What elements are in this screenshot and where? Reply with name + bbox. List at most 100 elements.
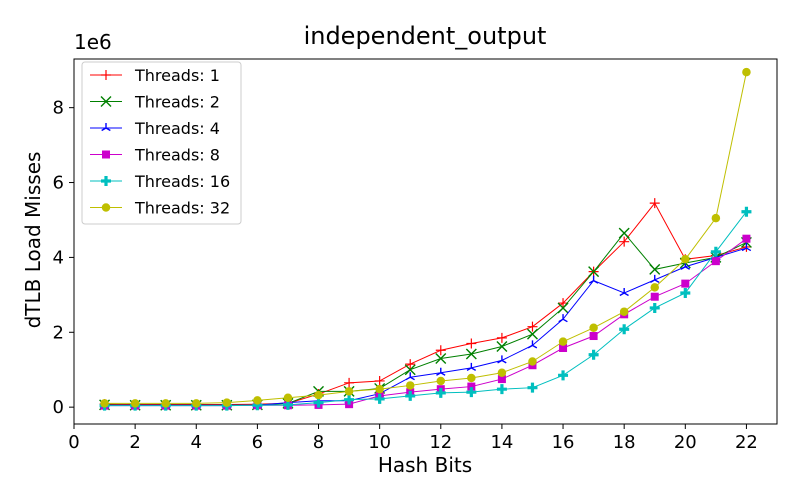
x-tick-label: 14 <box>490 432 513 453</box>
series-line <box>104 72 747 404</box>
y-tick-label: 6 <box>53 173 64 194</box>
data-point <box>527 340 538 349</box>
data-point <box>527 382 538 393</box>
x-tick-label: 2 <box>129 432 140 453</box>
x-tick-label: 18 <box>613 432 636 453</box>
x-tick-label: 0 <box>68 432 79 453</box>
legend-item: Threads: 8 <box>90 146 220 165</box>
x-tick-label: 22 <box>735 432 758 453</box>
data-point <box>710 246 721 257</box>
data-point <box>528 357 537 366</box>
legend-label: Threads: 8 <box>134 146 220 165</box>
legend-label: Threads: 32 <box>134 199 230 218</box>
series-layer <box>99 67 752 411</box>
legend-marker <box>101 176 111 186</box>
data-point <box>436 367 446 376</box>
data-point <box>680 287 691 298</box>
data-point <box>588 266 600 278</box>
data-point <box>681 279 690 288</box>
legend-marker <box>102 150 110 159</box>
data-point <box>741 206 752 217</box>
data-point <box>650 283 659 292</box>
data-point <box>130 399 140 408</box>
legend-label: Threads: 16 <box>134 172 230 191</box>
data-point <box>497 375 506 384</box>
data-point <box>344 394 355 405</box>
x-tick-label: 10 <box>368 432 391 453</box>
plot-frame <box>73 58 778 425</box>
data-point <box>588 275 599 284</box>
data-point <box>466 387 477 398</box>
data-point <box>526 328 538 340</box>
data-point <box>527 321 538 332</box>
data-point <box>649 263 661 275</box>
data-point <box>100 399 109 408</box>
data-point <box>374 393 385 404</box>
legend-box <box>81 61 242 225</box>
y-tick-label: 0 <box>53 397 64 418</box>
series-line <box>104 202 747 406</box>
data-point <box>466 338 477 349</box>
legend-item: Threads: 16 <box>90 172 230 191</box>
data-point <box>681 255 690 264</box>
data-point <box>466 362 477 371</box>
legend-item: Threads: 4 <box>90 119 220 138</box>
data-point <box>465 348 477 360</box>
data-point <box>649 302 660 313</box>
data-point <box>222 398 232 407</box>
legend-label: Threads: 1 <box>134 66 220 85</box>
legend-item: Threads: 1 <box>90 66 220 85</box>
data-point <box>649 198 660 209</box>
data-point <box>742 67 751 77</box>
y-multiplier-label: 1e6 <box>74 30 112 54</box>
data-point <box>405 359 416 370</box>
data-point <box>496 341 508 353</box>
x-axis-label: Hash Bits <box>378 453 472 477</box>
data-point <box>435 387 446 398</box>
legend-marker <box>101 203 111 212</box>
x-tick-label: 16 <box>552 432 575 453</box>
data-point <box>711 213 721 223</box>
data-point <box>467 382 476 391</box>
data-point <box>435 345 446 356</box>
data-point <box>375 384 384 394</box>
legend-marker <box>101 70 111 80</box>
data-point <box>558 370 569 381</box>
data-point <box>558 337 568 346</box>
data-point <box>619 324 630 335</box>
data-point <box>558 314 568 323</box>
data-point <box>618 227 630 239</box>
data-point <box>405 390 416 401</box>
legend-item: Threads: 2 <box>90 93 220 112</box>
series-line <box>104 211 747 407</box>
data-point <box>253 396 262 405</box>
legend-marker <box>100 96 112 107</box>
legend-item: Threads: 32 <box>90 199 230 218</box>
data-point <box>650 274 660 283</box>
data-point <box>558 298 569 309</box>
x-tick-label: 4 <box>191 432 202 453</box>
data-point <box>588 349 599 360</box>
legend-marker <box>101 123 111 132</box>
data-point <box>711 257 720 266</box>
x-tick-label: 20 <box>674 432 697 453</box>
y-tick-label: 4 <box>53 247 64 268</box>
data-point <box>741 243 752 252</box>
legend-label: Threads: 2 <box>134 93 220 112</box>
data-point <box>436 376 446 386</box>
data-point <box>650 292 659 301</box>
data-point <box>619 236 630 247</box>
data-point <box>589 332 598 341</box>
data-point <box>344 377 355 388</box>
x-tick-label: 8 <box>313 432 324 453</box>
data-point <box>559 344 568 353</box>
series-6 <box>100 67 751 408</box>
data-point <box>497 368 507 377</box>
data-point <box>589 323 598 333</box>
data-point <box>404 364 416 376</box>
data-point <box>374 375 385 386</box>
y-tick-label: 2 <box>53 322 64 343</box>
data-point <box>192 399 201 408</box>
legend: Threads: 1 Threads: 2 Threads: 4 Threads: 8… <box>81 61 242 225</box>
